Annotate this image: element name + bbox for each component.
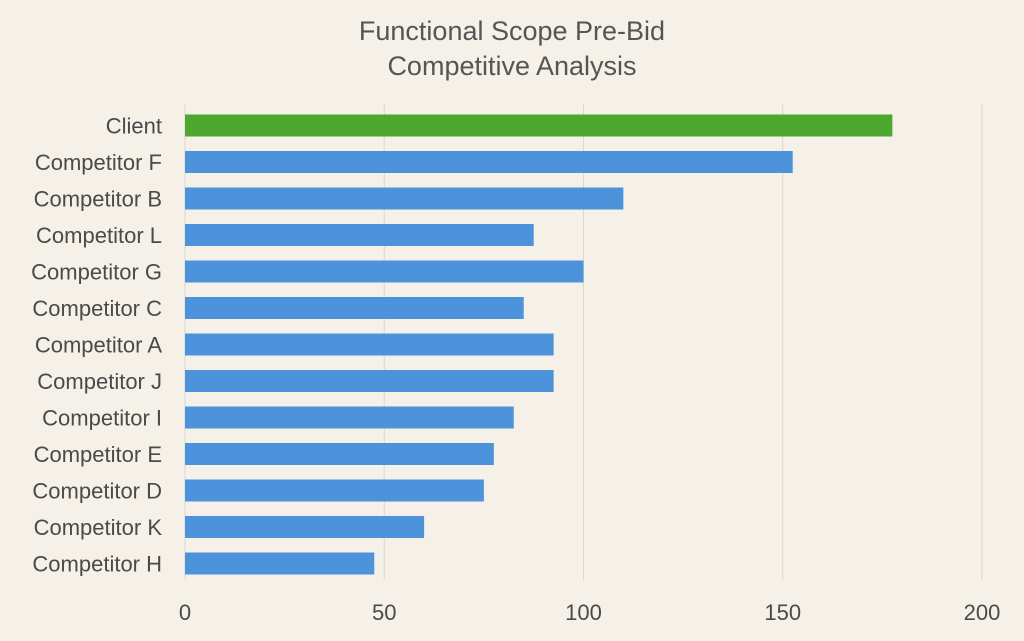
bar-competitor-j — [185, 370, 554, 392]
bar-competitor-e — [185, 443, 494, 465]
category-label-competitor-f: Competitor F — [35, 150, 162, 175]
bar-competitor-i — [185, 406, 514, 429]
category-label-competitor-a: Competitor A — [35, 333, 162, 358]
category-label-competitor-c: Competitor C — [32, 296, 162, 321]
x-tick-label-150: 150 — [764, 600, 801, 625]
category-label-competitor-i: Competitor I — [42, 406, 162, 431]
x-tick-label-50: 50 — [372, 600, 396, 625]
category-label-competitor-k: Competitor K — [34, 515, 163, 540]
bar-competitor-b — [185, 187, 624, 210]
x-tick-label-100: 100 — [565, 600, 602, 625]
category-label-competitor-h: Competitor H — [32, 552, 162, 577]
category-label-competitor-d: Competitor D — [32, 479, 162, 504]
bar-competitor-f — [185, 151, 793, 173]
bar-competitor-g — [185, 260, 584, 283]
bar-competitor-l — [185, 224, 534, 246]
chart-title: Functional Scope Pre-Bid Competitive Ana… — [0, 14, 1024, 84]
bar-competitor-a — [185, 333, 554, 356]
category-label-competitor-b: Competitor B — [34, 187, 162, 212]
category-label-client: Client — [106, 114, 162, 139]
bar-competitor-h — [185, 552, 375, 575]
bar-competitor-c — [185, 297, 524, 319]
chart-title-line-1: Functional Scope Pre-Bid — [358, 16, 666, 46]
x-tick-label-0: 0 — [179, 600, 191, 625]
chart-title-line-2: Competitive Analysis — [387, 51, 637, 81]
category-label-competitor-l: Competitor L — [36, 223, 162, 248]
x-tick-label-200: 200 — [964, 600, 1001, 625]
category-label-competitor-g: Competitor G — [31, 260, 162, 285]
bar-competitor-k — [185, 516, 425, 538]
category-label-competitor-e: Competitor E — [34, 442, 162, 467]
category-label-competitor-j: Competitor J — [37, 369, 162, 394]
bar-client — [185, 114, 893, 137]
bar-competitor-d — [185, 479, 484, 502]
